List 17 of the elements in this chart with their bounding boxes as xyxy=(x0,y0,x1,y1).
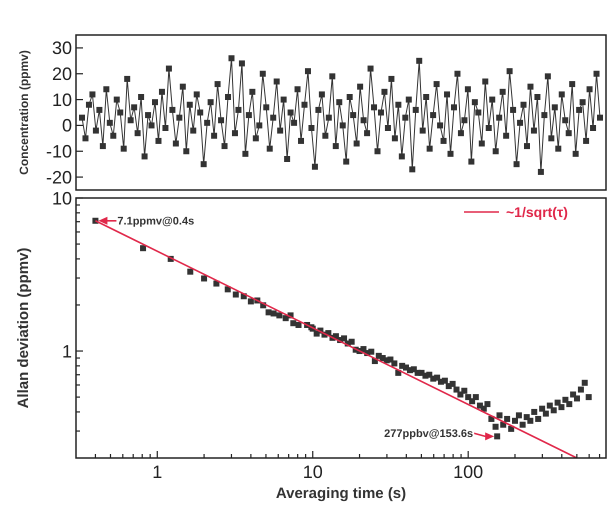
y-axis-title: Allan deviation (ppmv) xyxy=(15,248,32,408)
x-axis-title: Averaging time (s) xyxy=(276,485,406,502)
y-tick-label: 0 xyxy=(62,116,72,136)
y-tick-label: -20 xyxy=(46,167,72,188)
legend-label: ~1/sqrt(τ) xyxy=(506,204,568,220)
y-axis-title: Concentration (ppmv) xyxy=(17,50,31,175)
x-tick-label: 1 xyxy=(152,462,162,482)
annotation: 7.1ppmv@0.4s xyxy=(117,216,194,228)
y-tick-label: 20 xyxy=(52,64,72,84)
y-tick-label: 30 xyxy=(52,38,72,58)
y-tick-label: 10 xyxy=(52,188,72,208)
y-tick-label: -10 xyxy=(46,142,72,162)
y-tick-label: 10 xyxy=(52,90,72,110)
x-tick-label: 100 xyxy=(453,462,484,482)
annotation: 277ppbv@153.6s xyxy=(384,428,474,440)
y-tick-label: 1 xyxy=(62,341,72,362)
x-tick-label: 10 xyxy=(302,462,323,482)
